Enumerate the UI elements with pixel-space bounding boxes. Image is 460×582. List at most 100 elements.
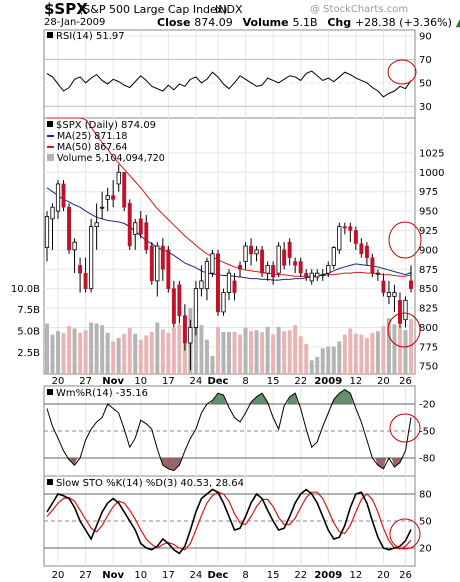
price-tick-label: 900 — [419, 245, 438, 256]
x-tick-label-top: 26 — [399, 376, 412, 387]
x-tick-label-bottom: 24 — [190, 570, 203, 581]
candle-body — [375, 272, 381, 275]
candle-body — [298, 261, 303, 274]
rsi-highlight-circle — [387, 59, 417, 85]
volume-bar — [232, 332, 237, 374]
volume-bar — [78, 332, 83, 374]
candle-body — [348, 226, 353, 231]
candle-body — [171, 288, 176, 324]
volume-bar — [386, 318, 391, 374]
candle-body — [138, 218, 143, 235]
volume-bar — [331, 346, 336, 374]
index-name: (S&P 500 Large Cap Index) — [79, 3, 228, 16]
volume-bar — [221, 332, 226, 374]
volume-value: 5.1B — [292, 16, 318, 29]
volume-bar — [342, 334, 347, 374]
sto-d-line — [46, 491, 412, 551]
rsi-panel — [43, 29, 416, 119]
volume-bar — [265, 326, 270, 374]
x-tick-label-bottom: 27 — [79, 570, 92, 581]
price-tick-label: 750 — [419, 362, 438, 373]
candle-body — [182, 315, 187, 344]
rsi-layer — [46, 70, 412, 98]
x-tick-label-top: 12 — [349, 376, 362, 387]
ma50-legend: MA(50) 867.64 — [47, 142, 127, 153]
candle-body — [94, 222, 99, 228]
up-arrow-icon: ▲ — [455, 18, 460, 29]
willr-layer — [46, 389, 412, 472]
volume-bar — [315, 356, 320, 374]
candle-body — [320, 274, 325, 277]
x-tick-label-bottom: 2009 — [314, 570, 342, 581]
price-tick-label: 1025 — [419, 148, 444, 159]
price-title: $SPX (Daily) 874.09 — [47, 120, 156, 131]
candle-body — [386, 292, 392, 297]
candle-body — [276, 245, 281, 274]
price-tick-label: 825 — [419, 304, 438, 315]
candle-body — [55, 183, 61, 212]
candle-body — [364, 245, 369, 258]
candle-body — [342, 226, 347, 229]
candle-body — [67, 206, 72, 251]
candlesticks — [44, 164, 413, 371]
volume-bar — [56, 331, 61, 374]
svg-text:RSI(14) 51.97: RSI(14) 51.97 — [56, 31, 125, 42]
candle-body — [166, 249, 171, 289]
volume-bar — [160, 329, 165, 374]
volume-tick-label: 7.5B — [17, 305, 40, 316]
candle-body — [127, 203, 132, 247]
candle-body — [204, 261, 210, 290]
sto-tick-label: 50 — [419, 517, 432, 528]
candle-body — [216, 253, 220, 313]
volume-bar — [320, 348, 325, 374]
candle-body — [177, 284, 182, 317]
candle-body — [282, 249, 287, 266]
candle-body — [89, 226, 94, 290]
candle-body — [210, 253, 215, 274]
close-value: 874.09 — [194, 16, 233, 29]
candle-body — [309, 272, 314, 282]
candle-body — [199, 280, 204, 290]
candle-body — [271, 265, 276, 278]
volume-bar — [111, 341, 116, 374]
volume-bar — [138, 339, 143, 374]
exchange-label: INDX — [215, 3, 243, 16]
price-tick-label: 950 — [419, 207, 438, 218]
volume-bar — [326, 346, 331, 374]
volume-bar — [166, 332, 171, 374]
volume-bar — [122, 333, 127, 374]
volume-bar — [381, 326, 386, 374]
volume-tick-label: 5.0B — [17, 327, 40, 338]
volume-label: Volume — [242, 16, 289, 29]
volume-bar — [177, 324, 182, 374]
x-tick-label-top: 17 — [162, 376, 175, 387]
x-tick-label-bottom: 15 — [267, 570, 280, 581]
volume-bar — [127, 327, 132, 374]
rsi-tick-label: 70 — [419, 55, 432, 66]
sto-title: Slow STO %K(14) %D(3) 40.53, 28.64 — [47, 478, 244, 489]
volume-bar — [133, 333, 138, 374]
volume-bar — [100, 325, 105, 374]
candle-body — [381, 280, 386, 293]
candle-body — [254, 249, 259, 255]
willr-oversold-fill — [391, 458, 403, 467]
volume-tick-label: 2.5B — [17, 348, 40, 359]
volume-bar — [243, 327, 248, 374]
willr-overbought-fill — [209, 393, 227, 404]
price-tick-label: 775 — [419, 342, 438, 353]
volume-bar — [89, 322, 94, 374]
volume-highlight-circle — [387, 312, 421, 348]
rsi-tick-label: 30 — [419, 102, 432, 113]
x-tick-label-bottom: 20 — [52, 570, 65, 581]
candle-body — [188, 327, 193, 344]
candle-body — [337, 226, 342, 251]
volume-bar — [293, 325, 298, 374]
candle-body — [155, 245, 160, 282]
candle-body — [331, 247, 336, 266]
volume-bar — [287, 330, 292, 374]
sto-tick-label: 80 — [419, 490, 432, 501]
candle-body — [287, 241, 292, 258]
candle-body — [315, 272, 320, 278]
svg-text:MA(25) 871.18: MA(25) 871.18 — [57, 131, 127, 142]
volume-bar — [353, 333, 358, 374]
